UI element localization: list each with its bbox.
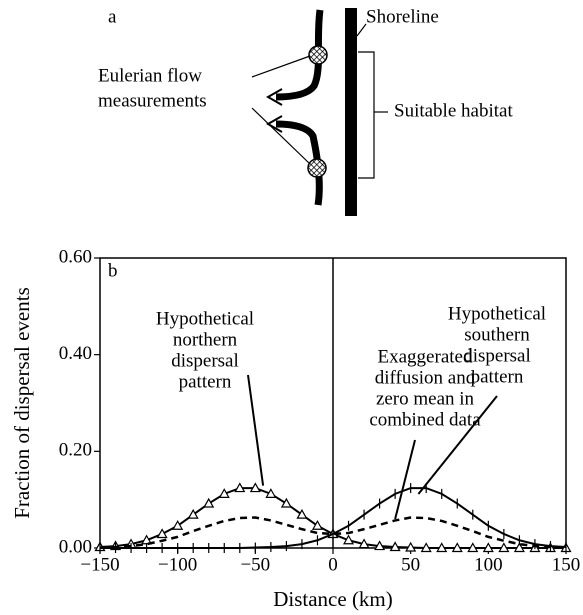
annotation: zero mean in <box>376 388 475 409</box>
triangle-marker <box>172 520 184 530</box>
x-tick-label: −150 <box>80 554 119 575</box>
x-tick-label: 150 <box>552 554 581 575</box>
triangle-marker <box>280 497 292 508</box>
annotation: dispersal <box>171 350 239 371</box>
x-tick-label: −50 <box>240 554 270 575</box>
annotation: northern <box>173 329 238 350</box>
annotation: Hypothetical <box>448 303 546 324</box>
panel-label: a <box>108 6 117 27</box>
triangle-marker <box>249 482 261 493</box>
leader-line <box>251 107 311 165</box>
annotation: Exaggerated <box>378 346 473 367</box>
triangle-marker <box>389 541 401 552</box>
triangle-marker <box>358 538 370 549</box>
triangle-marker <box>467 542 479 553</box>
flow-line <box>275 120 323 206</box>
y-tick-label: 0.20 <box>59 440 92 461</box>
triangle-marker <box>156 528 168 539</box>
annotation-pointer <box>394 439 416 520</box>
triangle-marker <box>203 497 215 508</box>
x-tick-label: 50 <box>401 554 420 575</box>
annotation: diffusion and <box>375 367 476 388</box>
triangle-marker <box>420 542 432 553</box>
triangle-marker <box>265 488 277 498</box>
leader-line <box>356 23 367 37</box>
annotation: southern <box>464 324 530 345</box>
x-tick-label: −100 <box>158 554 197 575</box>
annotation: dispersal <box>463 345 531 366</box>
leader-line <box>251 55 311 78</box>
annotation: pattern <box>471 366 524 387</box>
triangle-marker <box>482 542 494 553</box>
chart: b −150 −100 −50 0 50 100 150 0.00 0.20 0.40 0.60 Dis… <box>10 246 580 610</box>
triangle-marker <box>451 542 463 553</box>
annotation: combined data <box>369 409 481 430</box>
triangle-marker <box>218 488 230 498</box>
measurement-label: measurements <box>98 90 207 111</box>
triangle-marker <box>311 520 323 530</box>
y-tick-label: 0.00 <box>59 536 92 557</box>
habitat-label: Suitable habitat <box>394 100 513 121</box>
flow-line <box>275 9 324 101</box>
triangle-marker <box>436 542 448 553</box>
y-tick-label: 0.60 <box>59 246 92 267</box>
annotation-pointer <box>417 395 498 495</box>
habitat-bracket <box>358 51 375 179</box>
triangle-marker <box>513 542 525 553</box>
annotation-pointer <box>247 374 265 486</box>
measurement-label: Eulerian flow <box>98 65 202 86</box>
triangle-marker <box>343 534 355 545</box>
triangle-marker <box>296 508 308 519</box>
measurement-point <box>307 158 327 178</box>
x-tick-label: 0 <box>328 554 338 575</box>
triangle-marker <box>374 540 386 551</box>
triangle-marker <box>405 541 417 552</box>
arrow-head <box>265 88 283 106</box>
y-axis-label: Fraction of dispersal events <box>10 287 34 519</box>
diagram: a Eulerian flow measurements Shoreline S… <box>98 6 513 216</box>
triangle-marker <box>187 508 199 519</box>
measurement-point <box>308 45 328 65</box>
x-tick-label: 100 <box>474 554 503 575</box>
y-tick-label: 0.40 <box>59 343 92 364</box>
x-axis-label: Distance (km) <box>273 587 393 611</box>
annotation: pattern <box>179 371 232 392</box>
triangle-marker <box>234 482 246 493</box>
panel-label: b <box>108 260 118 281</box>
series-line <box>99 516 567 549</box>
shoreline-label: Shoreline <box>366 6 439 27</box>
shoreline-bar <box>345 8 357 216</box>
annotation: Hypothetical <box>156 308 254 329</box>
triangle-marker <box>498 542 510 553</box>
